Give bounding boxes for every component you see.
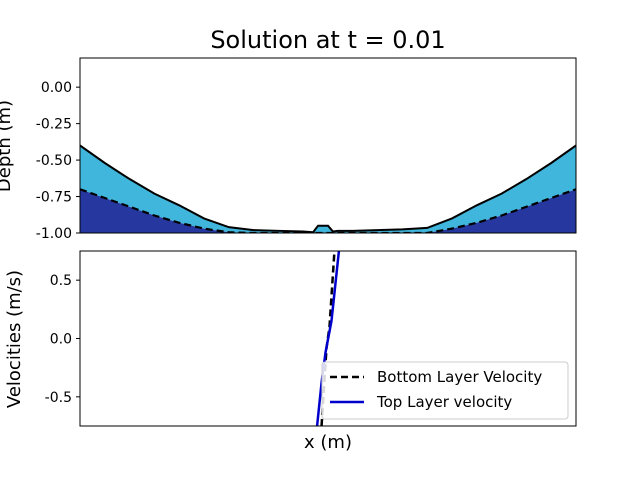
depth-axes-frame [79,57,577,234]
velocity-panel: 0.5 0.0 -0.5 Velocities (m/s) x (m) Bottom… [4,250,577,453]
velocity-ylabel: Velocities (m/s) [4,270,25,408]
interface-line [80,188,576,233]
depth-ytick-label: -0.50 [36,153,72,169]
depth-y-ticks: 0.00 -0.25 -0.50 -0.75 -1.00 [36,80,80,242]
legend-label-bottom: Bottom Layer Velocity [377,368,542,386]
velocity-y-ticks: 0.5 0.0 -0.5 [45,273,80,406]
depth-ytick-label: 0.00 [41,80,72,96]
surface-line [80,144,576,233]
velocity-ytick-label: 0.5 [50,273,72,289]
chart-title: Solution at t = 0.01 [210,26,445,54]
velocity-ytick-label: 0.0 [50,332,72,348]
layer-lines [80,144,576,233]
depth-ylabel: Depth (m) [0,100,15,192]
depth-ytick-label: -0.75 [36,190,72,206]
velocity-xlabel: x (m) [304,432,352,453]
velocity-ytick-label: -0.5 [45,390,72,406]
legend-box [321,361,569,420]
top-layer-velocity-line [315,251,341,426]
legend-label-top: Top Layer velocity [376,393,512,411]
depth-ytick-label: -0.25 [36,117,72,133]
bottom-layer-fill [80,189,576,233]
layer-fills [80,145,576,233]
depth-ytick-label: -1.00 [36,226,72,242]
depth-panel: 0.00 -0.25 -0.50 -0.75 -1.00 Depth (m) [0,57,577,242]
legend: Bottom Layer Velocity Top Layer velocity [321,361,569,420]
